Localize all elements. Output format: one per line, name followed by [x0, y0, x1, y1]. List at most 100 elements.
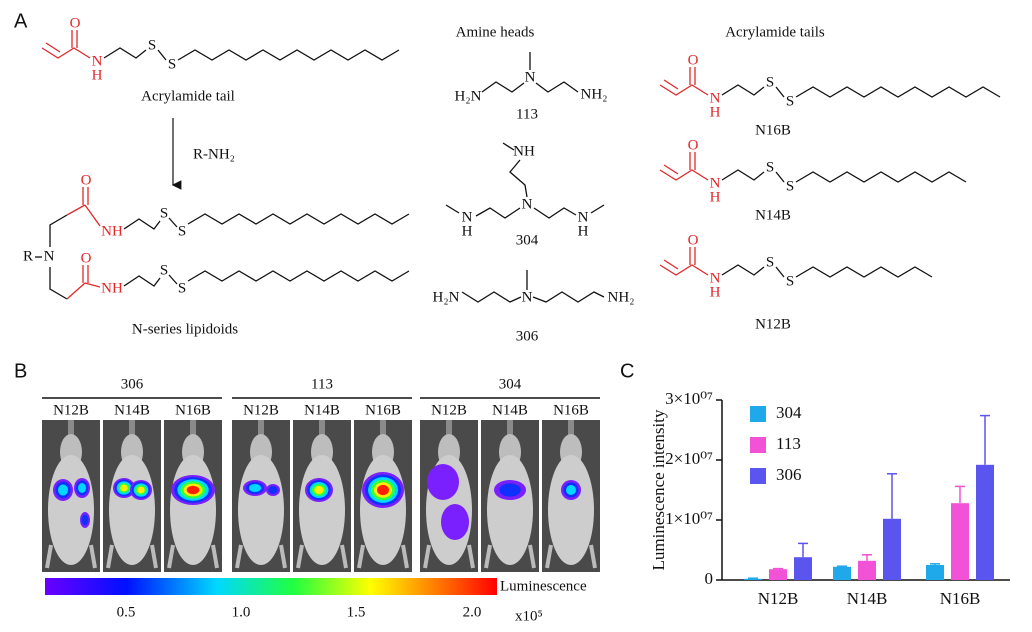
bar — [794, 557, 812, 580]
bond — [45, 42, 61, 53]
lipid-label: N12B — [243, 402, 279, 418]
atom-label: S — [148, 37, 156, 53]
lipid-label: N14B — [492, 402, 528, 418]
bond — [659, 169, 709, 181]
luminescence-spot — [314, 486, 324, 494]
lipid-label: N16B — [175, 402, 211, 418]
bond — [532, 291, 605, 303]
mouse-body — [238, 455, 284, 565]
atom-label: H₂N — [433, 289, 460, 305]
amine-heads-title: Amine heads — [456, 24, 535, 40]
y-tick-label: 2×10⁰⁷ — [665, 449, 713, 468]
mouse-legs — [545, 544, 597, 569]
colorbar-label: Luminescence — [500, 578, 587, 594]
group-label: 306 — [121, 376, 144, 392]
atom-label: S — [160, 262, 168, 278]
legend-label: 113 — [776, 434, 801, 453]
bond — [509, 159, 528, 198]
bar — [858, 560, 876, 580]
lipid-label: N16B — [365, 402, 401, 418]
legend-label: 304 — [776, 403, 802, 422]
tail-name: N14B — [755, 207, 791, 223]
atom-label: S — [160, 205, 168, 221]
atom-label: NH — [101, 280, 123, 296]
y-tick-label: 3×10⁰⁷ — [665, 389, 713, 408]
bar — [951, 503, 969, 580]
atom-label: S — [766, 159, 774, 175]
bond — [795, 171, 967, 183]
group-label: 113 — [311, 376, 333, 392]
bond — [663, 79, 679, 90]
amine-name: 304 — [516, 232, 539, 248]
colorbar-tick: 1.5 — [347, 604, 366, 620]
scheme-reagent: R-NH₂ — [193, 146, 235, 162]
legend-swatch — [750, 468, 766, 484]
cage-bar — [568, 420, 574, 442]
mouse-legs — [235, 544, 287, 569]
cage-bar — [190, 420, 196, 442]
bond — [775, 266, 785, 278]
lipid-label: N12B — [431, 402, 467, 418]
mouse-body — [548, 455, 594, 565]
mouse-legs — [167, 544, 219, 569]
legend-swatch — [750, 437, 766, 453]
atom-label: N — [710, 90, 721, 106]
panel-label: C — [620, 360, 634, 382]
luminescence-spot — [58, 484, 68, 496]
scheme-reactant: Acrylamide tail — [141, 88, 235, 104]
bond — [461, 291, 522, 303]
atom-label: N — [525, 69, 536, 85]
bond — [659, 84, 709, 96]
bond — [721, 264, 765, 276]
atom-label: N — [44, 248, 55, 264]
panel-label: A — [14, 10, 28, 32]
bar — [883, 518, 901, 580]
atom-label: N — [522, 289, 533, 305]
bond — [445, 204, 460, 214]
cage-bar — [319, 420, 325, 442]
atom-label: S — [168, 56, 176, 72]
mouse-legs — [484, 544, 536, 569]
luminescence-spot — [499, 483, 521, 497]
bond — [168, 274, 178, 285]
atom-label: H — [462, 223, 473, 239]
bond — [721, 169, 765, 181]
lipid-label: N14B — [304, 402, 340, 418]
lipid-label: N16B — [553, 402, 589, 418]
tail-name: N12B — [755, 316, 791, 332]
atom-label: NH — [513, 143, 535, 159]
bond — [123, 275, 161, 287]
atom-label: O — [688, 232, 699, 248]
atom-label: O — [688, 137, 699, 153]
bar — [833, 566, 851, 580]
colorbar — [45, 578, 497, 595]
atom-label: N — [462, 209, 473, 225]
bond — [177, 49, 400, 61]
bond — [103, 47, 147, 59]
amine-name: 306 — [516, 328, 539, 344]
atom-label: S — [766, 254, 774, 270]
atom-label: H₂N — [455, 88, 482, 104]
mouse-legs — [357, 544, 409, 569]
atom-label: H — [710, 284, 721, 300]
bar — [769, 569, 787, 580]
atom-label: H — [710, 104, 721, 120]
amine-name: 113 — [516, 106, 538, 122]
mouse-legs — [45, 544, 97, 569]
bond — [157, 49, 167, 61]
mouse-legs — [106, 544, 158, 569]
bond — [168, 217, 178, 228]
atom-label: H — [710, 189, 721, 205]
bond — [66, 282, 86, 300]
y-tick-label: 0 — [705, 569, 714, 588]
cage-bar — [380, 420, 386, 442]
atom-label: O — [688, 52, 699, 68]
bar — [744, 578, 762, 580]
bond — [775, 86, 785, 98]
atom-label: H — [92, 67, 103, 83]
atom-label: S — [786, 273, 794, 289]
luminescence-spot — [78, 483, 86, 493]
bond — [49, 267, 68, 300]
luminescence-spot — [186, 485, 200, 495]
